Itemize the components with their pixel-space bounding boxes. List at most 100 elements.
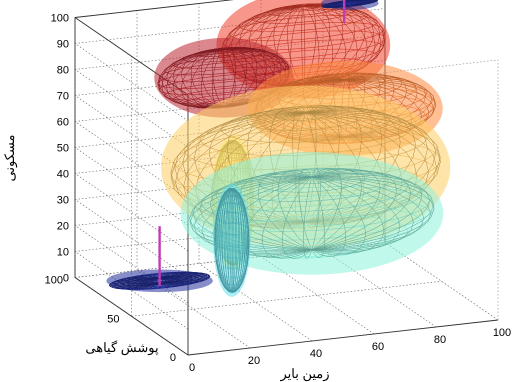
ellipsoid-wire — [134, 277, 160, 290]
ellipsoid-wire — [311, 176, 326, 258]
z-tick-label: 80 — [57, 65, 69, 77]
ellipsoid-wire — [159, 276, 210, 284]
ellipsoid-wire — [201, 176, 312, 254]
axis-edge — [74, 277, 189, 356]
z-tick-label: 90 — [57, 39, 69, 51]
ellipsoid-wire — [277, 170, 313, 250]
ellipsoid-wire — [311, 168, 321, 250]
ellipsoid-wire — [231, 188, 238, 293]
z-tick-label: 70 — [57, 91, 69, 103]
ellipsoid-wire — [230, 188, 233, 293]
ellipsoid-wire — [311, 172, 423, 251]
ellipsoid-wire — [222, 188, 233, 293]
z-tick-label: 60 — [57, 117, 69, 129]
ellipsoid-wire — [111, 277, 160, 285]
ellipsoid-wire — [298, 168, 313, 250]
ellipsoid-wire — [159, 272, 169, 284]
z-tick-label: 50 — [57, 143, 69, 155]
z-tick-label: 40 — [57, 169, 69, 181]
ellipsoid-wire — [189, 176, 312, 252]
z-tick-label: 30 — [57, 195, 69, 207]
x-tick-label: 60 — [372, 341, 384, 353]
ellipsoid-wire — [109, 277, 160, 288]
z-axis-label: مسکونی — [2, 135, 18, 182]
ellipsoid — [213, 183, 251, 297]
ellipsoid-wire — [214, 188, 232, 293]
ellipsoid-wire — [161, 48, 224, 107]
ellipsoid-wire — [349, 0, 379, 7]
x-tick-label: 100 — [493, 327, 511, 339]
grid-line — [198, 263, 313, 342]
ellipsoid-wire — [311, 176, 347, 257]
axis-edge — [74, 0, 235, 18]
x-tick-label: 0 — [189, 362, 195, 374]
ellipsoid-wire — [311, 176, 414, 252]
ellipsoid-wire — [231, 188, 237, 293]
y-axis-label: پوشش گیاهی — [85, 340, 159, 356]
ellipsoid-wire — [159, 277, 204, 284]
ellipsoid-wire — [349, 0, 376, 7]
ellipsoid-wire — [193, 176, 312, 253]
ellipsoid-wire — [311, 175, 434, 251]
ellipsoid-wire — [159, 277, 169, 288]
ellipsoid-wire — [199, 176, 312, 251]
ellipsoid — [321, 0, 379, 10]
ellipsoid-wire — [349, 0, 353, 7]
y-tick-label: 100 — [45, 275, 63, 287]
ellipsoid-wire — [150, 273, 160, 284]
ellipsoid-wire — [159, 277, 178, 287]
ellipsoid-wire — [311, 168, 362, 251]
ellipsoid-wire — [231, 188, 235, 293]
ellipsoid-wire — [303, 176, 313, 259]
ellipsoid-wire — [223, 47, 236, 107]
ellipsoid-wire — [159, 277, 208, 284]
ellipsoid-wire — [261, 176, 313, 259]
surfaces — [106, 0, 451, 297]
ellipsoid-wire — [311, 171, 412, 251]
ellipsoid-wire — [159, 274, 210, 284]
ellipsoid-wire — [142, 277, 160, 290]
ellipsoid-wire — [227, 188, 233, 293]
ellipsoid-wire — [216, 188, 233, 293]
ellipsoid-wire — [212, 176, 312, 256]
ellipsoid-wire — [311, 176, 425, 251]
ellipsoid-wire — [189, 176, 312, 251]
ellipsoid-wire — [311, 176, 385, 254]
ellipsoid-wire — [111, 277, 160, 289]
ellipsoid-wire — [217, 188, 233, 293]
ellipsoid-wire — [231, 188, 249, 293]
ellipsoid-wire — [157, 48, 224, 108]
ellipsoid-wire — [311, 170, 398, 251]
ellipsoid-wire — [192, 176, 312, 251]
z-tick-label: 0 — [63, 273, 69, 285]
ellipsoid-wire — [311, 176, 435, 251]
x-axis-label: زمین بایر — [279, 366, 329, 382]
y-tick-label: 0 — [170, 352, 176, 364]
axis-edge — [187, 319, 499, 356]
ellipsoid-wire — [181, 48, 224, 109]
grid-line — [131, 280, 442, 317]
ellipsoid-wire — [311, 176, 366, 256]
ellipsoid-wire — [231, 188, 241, 293]
y-tick-label: 50 — [107, 313, 119, 325]
ellipsoid-wire — [108, 277, 160, 287]
x-tick-label: 40 — [310, 348, 322, 360]
ellipsoid-wire — [349, 0, 370, 7]
x-tick-label: 20 — [248, 355, 260, 367]
ellipsoid-wire — [159, 273, 208, 284]
ellipsoid-wire — [150, 278, 160, 290]
ellipsoid-wire — [109, 277, 160, 286]
ellipsoid-wire — [120, 277, 160, 290]
ellipsoid-wire — [342, 0, 350, 8]
ellipsoid-wire — [231, 188, 242, 293]
ellipsoid-fill — [213, 183, 251, 297]
ellipsoid-wire — [209, 175, 312, 251]
ellipsoid-wire — [159, 275, 211, 284]
ellipsoid-wire — [311, 167, 342, 250]
z-tick-label: 20 — [57, 221, 69, 233]
ellipsoid-wire — [282, 176, 313, 259]
ellipsoid-wire — [224, 188, 233, 293]
ellipsoid-wire — [159, 277, 186, 286]
